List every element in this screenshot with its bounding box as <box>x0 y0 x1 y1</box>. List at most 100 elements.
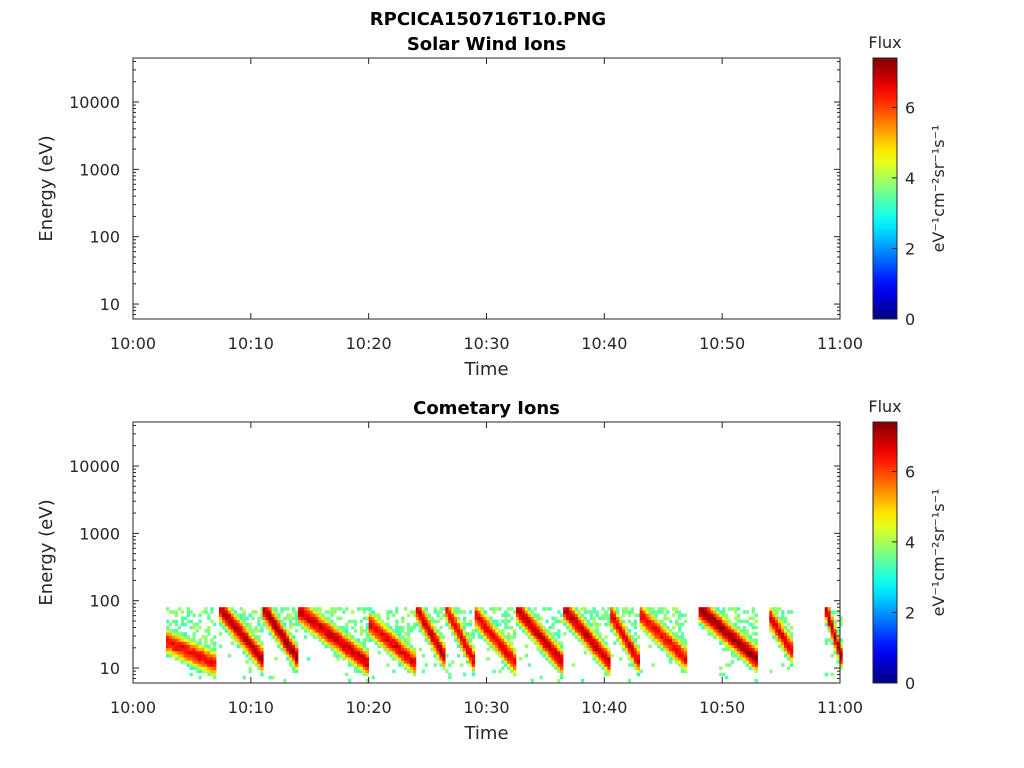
flux-cell <box>198 669 202 674</box>
flux-cell <box>300 619 305 624</box>
flux-cell <box>371 632 375 636</box>
flux-cell <box>513 663 517 667</box>
flux-cell <box>563 613 567 617</box>
flux-cell <box>245 616 249 621</box>
flux-cell <box>251 660 255 664</box>
flux-cell <box>833 650 837 655</box>
flux-cell <box>219 607 223 611</box>
flux-cell <box>778 607 782 611</box>
flux-cell <box>663 622 667 627</box>
flux-cell <box>342 641 346 645</box>
flux-cell <box>772 622 776 627</box>
flux-cell <box>462 672 467 677</box>
flux-cell <box>604 669 608 674</box>
flux-cell <box>633 663 638 667</box>
flux-cell <box>728 647 732 652</box>
flux-cell <box>342 610 346 614</box>
flux-cell <box>460 610 464 614</box>
flux-cell <box>274 625 278 630</box>
flux-cell <box>362 644 367 649</box>
x-tick-label: 10:30 <box>463 334 509 353</box>
flux-cell <box>728 641 732 645</box>
flux-cell <box>359 607 364 611</box>
flux-cell <box>827 610 831 614</box>
flux-cell <box>239 632 243 636</box>
flux-cell <box>362 629 367 633</box>
flux-cell <box>680 657 685 661</box>
flux-cell <box>489 625 493 630</box>
flux-cell <box>607 654 611 658</box>
flux-cell <box>213 654 217 658</box>
flux-cell <box>192 657 196 661</box>
flux-cell <box>651 625 655 630</box>
flux-cell <box>265 625 269 630</box>
flux-cell <box>480 622 484 627</box>
flux-cell <box>672 657 676 661</box>
flux-cell <box>242 675 246 680</box>
flux-cell <box>754 647 758 652</box>
flux-cell <box>442 657 446 661</box>
flux-cell <box>245 650 249 655</box>
flux-cell <box>827 613 831 617</box>
flux-cell <box>333 622 337 627</box>
flux-cell <box>683 660 688 664</box>
flux-cell <box>633 625 638 630</box>
flux-cell <box>201 669 205 674</box>
flux-cell <box>680 647 685 652</box>
flux-cell <box>336 647 340 652</box>
flux-cell <box>451 622 455 627</box>
flux-cell <box>286 613 290 617</box>
flux-cell <box>642 613 646 617</box>
flux-cell <box>592 629 596 633</box>
flux-cell <box>239 644 243 649</box>
flux-cell <box>389 650 393 655</box>
flux-cell <box>345 622 349 627</box>
flux-cell <box>262 622 266 627</box>
flux-cell <box>210 607 214 611</box>
flux-cell <box>312 635 316 639</box>
flux-cell <box>183 638 187 642</box>
flux-cell <box>265 613 269 617</box>
flux-cell <box>598 638 602 642</box>
flux-cell <box>224 616 229 621</box>
flux-cell <box>784 641 788 645</box>
flux-cell <box>772 607 776 611</box>
flux-cell <box>698 607 702 611</box>
flux-cell <box>728 663 732 667</box>
flux-cell <box>186 644 190 649</box>
flux-cell <box>421 654 425 658</box>
flux-cell <box>507 641 511 645</box>
flux-cell <box>580 607 585 611</box>
flux-cell <box>507 619 511 624</box>
flux-cell <box>672 625 676 630</box>
flux-cell <box>548 635 552 639</box>
flux-cell <box>239 629 243 633</box>
flux-cell <box>666 610 670 614</box>
flux-cell <box>265 616 269 621</box>
flux-cell <box>789 663 794 667</box>
flux-cell <box>622 622 626 627</box>
flux-cell <box>784 625 788 630</box>
flux-cell <box>477 619 481 624</box>
flux-cell <box>383 625 387 630</box>
flux-cell <box>404 632 408 636</box>
flux-cell <box>824 616 828 621</box>
flux-cell <box>207 669 211 674</box>
flux-cell <box>589 616 593 621</box>
flux-cell <box>407 669 411 674</box>
flux-cell <box>548 641 552 645</box>
flux-cell <box>489 641 493 645</box>
flux-cell <box>719 641 723 645</box>
flux-cell <box>395 641 399 645</box>
flux-cell <box>409 666 414 670</box>
flux-cell <box>342 654 346 658</box>
ion-event <box>415 607 446 674</box>
x-tick-label: 10:50 <box>699 334 745 353</box>
flux-cell <box>728 619 732 624</box>
flux-cell <box>666 650 670 655</box>
flux-cell <box>327 635 331 639</box>
flux-cell <box>421 619 425 624</box>
flux-cell <box>574 632 579 636</box>
flux-cell <box>507 654 511 658</box>
flux-cell <box>592 650 596 655</box>
